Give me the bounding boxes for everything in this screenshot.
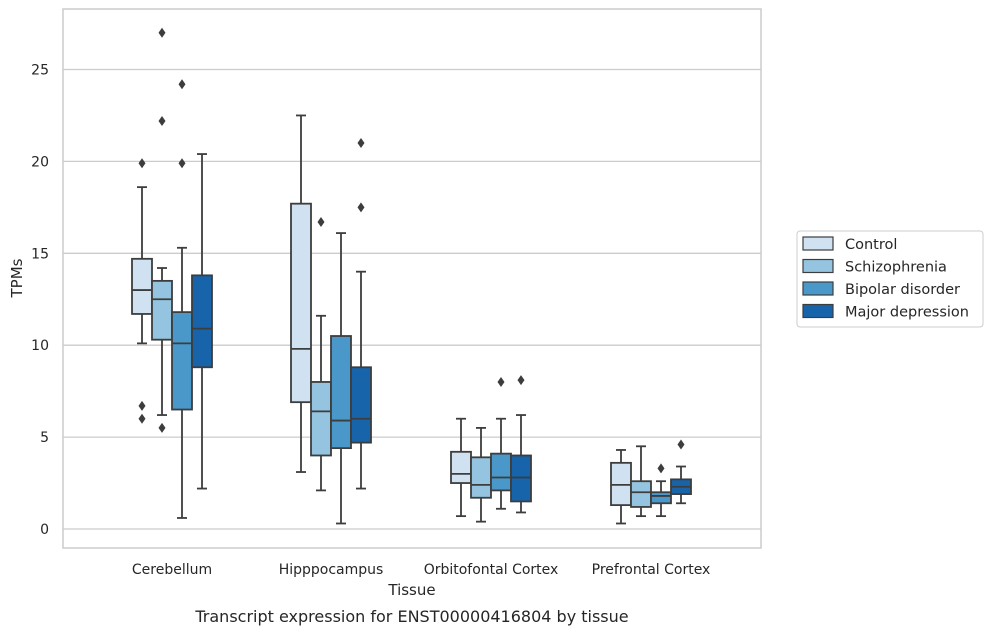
box-iqr <box>650 491 672 505</box>
box-iqr <box>290 202 312 404</box>
outlier-point <box>657 463 665 474</box>
box-group <box>450 417 472 518</box>
box-iqr <box>131 257 153 315</box>
outlier-point <box>158 422 166 433</box>
box-group <box>310 217 332 492</box>
legend-swatch <box>802 303 834 319</box>
box-group <box>171 79 193 519</box>
y-tick-label: 0 <box>40 522 49 538</box>
y-tick-label: 5 <box>40 430 49 446</box>
y-tick-label: 10 <box>31 338 49 354</box>
y-axis-label: TPMs <box>8 258 26 298</box>
y-tick-label: 15 <box>31 246 49 262</box>
box-iqr <box>350 366 372 444</box>
box-group <box>510 375 532 514</box>
outlier-point <box>138 400 146 411</box>
legend-label: Bipolar disorder <box>845 282 960 298</box>
box-group <box>470 427 492 523</box>
legend-label: Control <box>845 237 897 253</box>
outlier-point <box>178 158 186 169</box>
box-iqr <box>171 311 193 411</box>
outlier-point <box>317 217 325 228</box>
legend-frame <box>796 230 984 328</box>
x-tick-label: Orbitofontal Cortex <box>424 562 559 578</box>
box-group <box>670 439 692 505</box>
box-group <box>131 158 153 424</box>
legend-label: Schizophrenia <box>845 260 947 276</box>
box-group <box>191 153 213 490</box>
box-iqr <box>450 450 472 484</box>
outlier-point <box>497 376 505 387</box>
x-axis-label: Tissue <box>387 581 435 599</box>
y-tick-labels: 0 5 10 15 20 25 <box>31 63 49 539</box>
legend-label: Major depression <box>845 305 969 321</box>
legend-swatch <box>802 281 834 296</box>
box-group <box>151 27 173 433</box>
box-group <box>490 376 512 510</box>
box-iqr <box>330 335 352 450</box>
legend: Control Schizophrenia Bipolar disorder Majo… <box>796 230 984 328</box>
x-tick-label: Hipppocampus <box>279 562 384 578</box>
legend-swatch <box>802 236 834 251</box>
box-iqr <box>151 279 173 341</box>
x-tick-labels: Cerebellum Hipppocampus Orbitofontal Corte… <box>132 562 710 578</box>
outlier-point <box>138 158 146 169</box>
y-tick-label: 20 <box>31 154 49 170</box>
outlier-point <box>357 202 365 213</box>
box-iqr <box>630 480 652 508</box>
x-tick-label: Cerebellum <box>132 562 212 578</box>
legend-swatch <box>802 258 834 274</box>
boxes <box>131 27 692 525</box>
outlier-point <box>677 439 685 450</box>
box-group <box>350 138 372 490</box>
box-group <box>330 232 352 525</box>
outlier-point <box>158 115 166 126</box>
outlier-point <box>357 138 365 149</box>
outlier-point <box>178 79 186 90</box>
box-iqr <box>310 381 332 457</box>
plot-area-frame <box>62 8 762 549</box>
box-group <box>610 449 632 525</box>
box-iqr <box>490 452 512 492</box>
y-tick-label: 25 <box>31 63 49 79</box>
chart-caption: Transcript expression for ENST0000041680… <box>194 607 628 626</box>
box-iqr <box>191 274 213 369</box>
outlier-point <box>158 27 166 38</box>
box-group <box>290 114 312 473</box>
box-iqr <box>610 461 632 507</box>
outlier-point <box>517 375 525 386</box>
box-iqr <box>510 454 532 503</box>
box-group <box>650 463 672 518</box>
outlier-point <box>138 413 146 424</box>
x-tick-label: Prefrontal Cortex <box>592 562 711 578</box>
box-iqr <box>470 456 492 499</box>
box-group <box>630 445 652 518</box>
